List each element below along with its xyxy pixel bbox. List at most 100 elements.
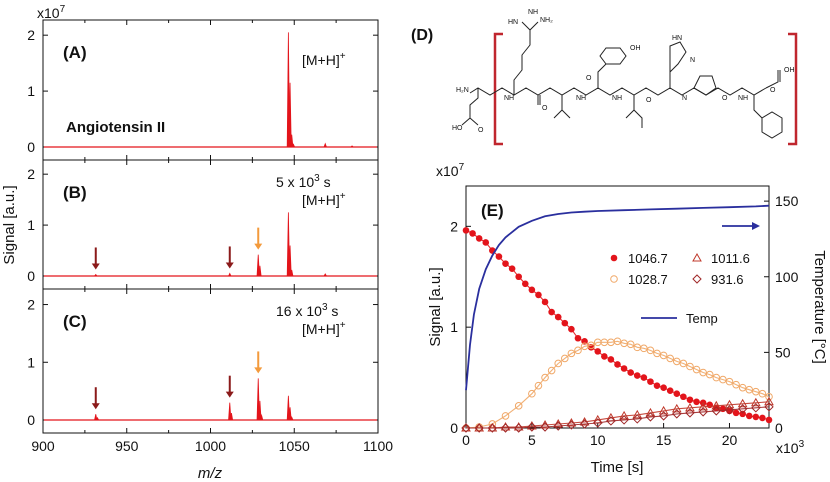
svg-text:H₂N: H₂N — [456, 87, 469, 94]
spectrum-peak — [256, 254, 260, 277]
data-point — [711, 400, 722, 410]
data-point — [711, 406, 722, 416]
data-point — [469, 230, 476, 237]
data-point — [752, 413, 760, 421]
y2-axis-label: Temperature [°C] — [811, 250, 828, 364]
fragment-arrow-head — [91, 263, 100, 270]
data-point — [738, 383, 747, 392]
svg-text:N: N — [690, 57, 695, 64]
data-point — [658, 405, 669, 415]
spectrum-panel-a: 0 1 2 (A) [M+H]+ Angiotensin II — [27, 19, 379, 161]
spectrum-peak — [286, 32, 290, 148]
data-point — [540, 422, 550, 432]
data-point — [640, 344, 648, 353]
spectrum-peak — [288, 407, 292, 421]
data-point — [759, 414, 766, 422]
spectrum-peak — [258, 400, 262, 421]
data-point — [765, 392, 773, 401]
x-tick-label: 900 — [31, 438, 55, 454]
y-tick-label: 2 — [450, 218, 458, 234]
legend-label: 1011.6 — [711, 251, 750, 266]
data-point — [579, 419, 590, 429]
spectrum-peak — [94, 414, 98, 421]
x-tick-label: 1050 — [279, 438, 310, 454]
spectrum-peak — [289, 416, 294, 421]
panel-frame — [42, 19, 379, 161]
svg-text:NH: NH — [528, 9, 538, 16]
svg-text:NH: NH — [576, 95, 586, 102]
data-point — [737, 404, 748, 414]
data-point — [653, 349, 661, 358]
temp-axis-arrow-head — [752, 222, 760, 230]
data-point — [528, 389, 536, 398]
data-point — [679, 359, 688, 368]
fragment-arrow-head — [91, 403, 100, 410]
svg-text:NH₂: NH₂ — [540, 17, 553, 24]
ms-multiplier: x107 — [37, 4, 66, 21]
data-point — [487, 423, 498, 433]
data-point — [659, 351, 668, 360]
data-point — [561, 354, 569, 363]
svg-text:O: O — [542, 105, 548, 112]
data-point — [626, 340, 635, 349]
data-point — [574, 346, 582, 355]
data-point — [567, 349, 576, 358]
series-temp — [465, 204, 770, 391]
svg-text:NH: NH — [738, 95, 748, 102]
data-point — [574, 334, 582, 342]
data-point — [515, 273, 522, 281]
x-tick-label: 0 — [462, 432, 470, 448]
temperature-line — [465, 204, 770, 391]
ion-label: [M+H]+ — [302, 51, 346, 68]
data-point — [719, 375, 727, 384]
data-point — [645, 407, 656, 417]
panel-label-e: (E) — [481, 201, 504, 220]
spectrum-peak — [286, 212, 290, 277]
fit-line — [466, 401, 770, 429]
peptide-structure: (D) H₂N HO O NH NH₂ HN NH O NH O — [411, 9, 798, 146]
data-point — [692, 274, 702, 284]
svg-text:HN: HN — [672, 35, 682, 42]
data-point — [692, 365, 701, 374]
structure-atoms: H₂N HO O NH NH₂ HN NH O NH O OH NH O N H… — [452, 9, 795, 134]
ms-x-tick-labels: 900 950 1000 1050 1100 — [31, 438, 393, 454]
data-point — [764, 396, 774, 406]
fit-line — [465, 340, 770, 429]
svg-text:OH: OH — [630, 45, 641, 52]
spectrum-peak — [256, 378, 260, 421]
data-point — [620, 365, 628, 372]
right-bracket — [788, 32, 798, 146]
spectrum-peak — [259, 413, 264, 421]
spectrum-peak — [290, 269, 294, 277]
data-point — [610, 254, 618, 262]
data-point — [502, 260, 509, 267]
spectrum-peak — [323, 142, 328, 148]
y-tick-label: 2 — [27, 297, 35, 313]
data-point — [627, 369, 634, 376]
panel-label: (B) — [63, 183, 87, 202]
svg-text:O: O — [722, 95, 728, 102]
data-point — [548, 308, 555, 316]
legend: 1046.7 1011.6 1028.7 931.6 Temp — [610, 251, 750, 326]
data-point — [699, 368, 707, 377]
data-point — [758, 389, 767, 398]
data-point — [547, 366, 556, 375]
legend-label: Temp — [686, 311, 718, 326]
data-point — [614, 361, 621, 368]
data-point — [646, 346, 655, 355]
x-multiplier: x103 — [776, 439, 805, 456]
spectrum-peak — [290, 134, 294, 148]
data-point — [528, 286, 536, 294]
data-point — [610, 275, 618, 283]
x-tick-label: 10 — [590, 432, 606, 448]
legend-label: 931.6 — [711, 272, 744, 287]
svg-text:O: O — [586, 75, 592, 82]
ms-ylabel: Signal [a.u.] — [1, 185, 18, 264]
y-tick-label: 0 — [27, 139, 35, 155]
data-point — [750, 397, 761, 407]
data-point — [732, 380, 740, 389]
spectrum-peak — [288, 245, 292, 277]
fragment-arrow-head — [225, 391, 234, 398]
data-point — [739, 410, 746, 418]
